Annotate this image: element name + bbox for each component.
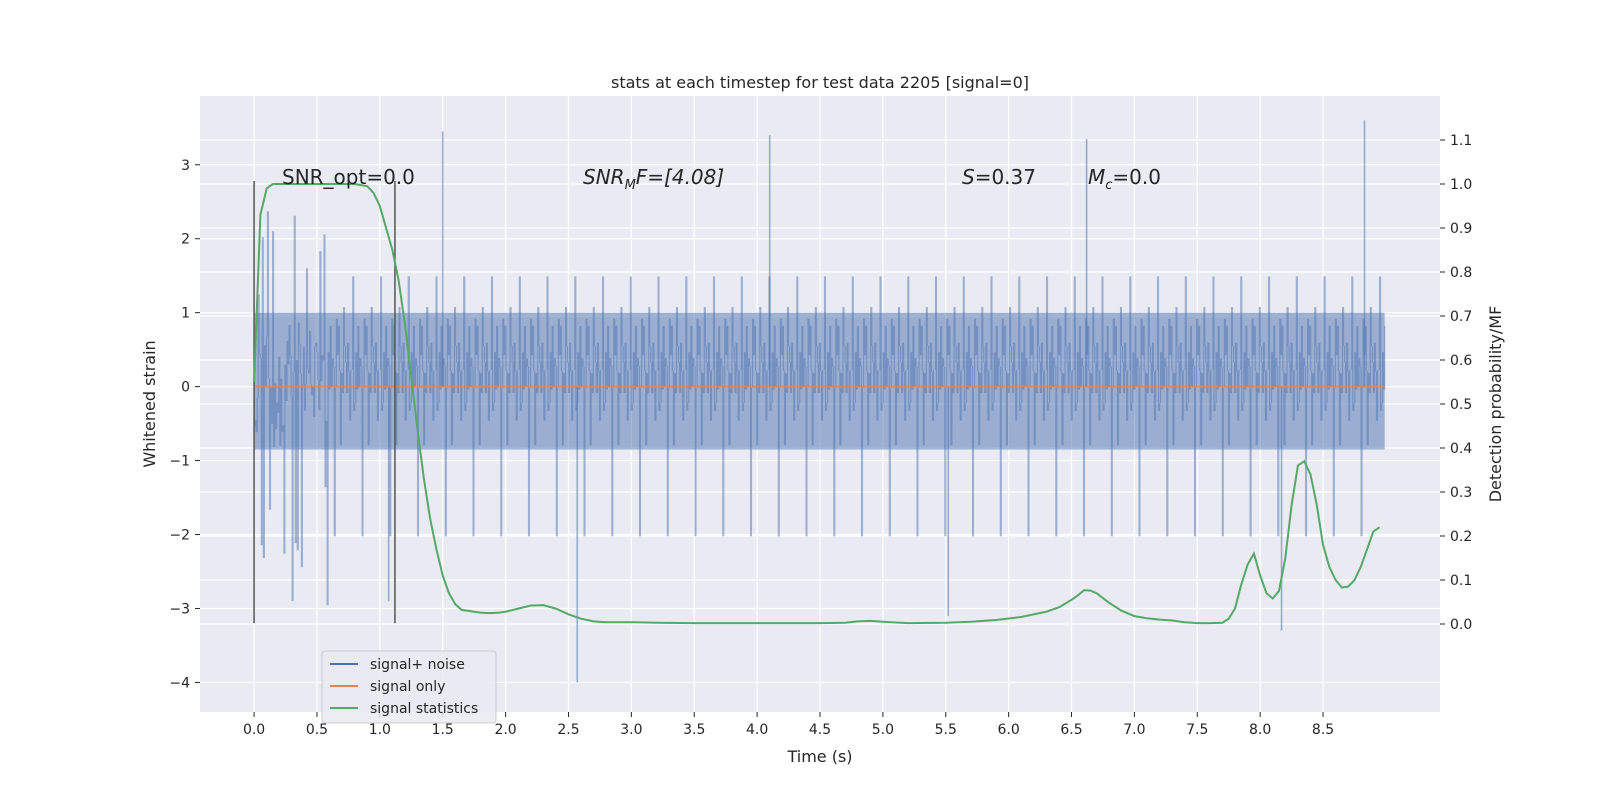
y-axis-label-left: Whitened strain — [140, 340, 159, 467]
y-tick-label-right: 0.5 — [1450, 397, 1472, 413]
y-tick-label-left: 1 — [181, 306, 190, 322]
x-tick-label: 4.0 — [746, 722, 768, 738]
x-tick-label: 1.0 — [369, 722, 391, 738]
annotation-mc-subscript: c — [1105, 178, 1112, 193]
x-tick-label: 2.0 — [494, 722, 516, 738]
x-tick-label: 6.0 — [998, 722, 1020, 738]
legend-label-signal-only: signal only — [370, 679, 445, 695]
x-tick-label: 8.5 — [1312, 722, 1334, 738]
y-tick-label-left: 0 — [181, 380, 190, 396]
x-tick-label: 7.5 — [1186, 722, 1208, 738]
y-tick-label-right: 0.7 — [1450, 309, 1472, 325]
annotation-snr-opt: SNR_opt=0.0 — [282, 165, 415, 189]
annotation-mc-symbol: M — [1088, 165, 1105, 189]
x-tick-label: 3.0 — [620, 722, 642, 738]
x-tick-label: 1.5 — [432, 722, 454, 738]
annotation-mc: Mc=0.0 — [1088, 165, 1161, 193]
y-tick-label-right: 1.0 — [1450, 177, 1472, 193]
annotation-snr-mf-symbol: SNR — [583, 165, 625, 189]
annotation-snr-mf: SNRMF=[4.08] — [583, 165, 724, 193]
y-tick-label-right: 0.6 — [1450, 353, 1472, 369]
legend-label-signal-noise: signal+ noise — [370, 657, 465, 673]
y-tick-label-left: −4 — [169, 675, 190, 691]
x-tick-label: 3.5 — [683, 722, 705, 738]
x-tick-label: 0.0 — [243, 722, 265, 738]
y-tick-label-left: −1 — [169, 454, 190, 470]
vertical-markers — [253, 181, 396, 624]
annotation-snr-mf-value: F=[4.08] — [636, 165, 724, 189]
y-tick-label-right: 1.1 — [1450, 133, 1472, 149]
y-tick-label-right: 0.0 — [1450, 617, 1472, 633]
y-tick-label-right: 0.4 — [1450, 441, 1472, 457]
signal-statistics-line — [253, 183, 1381, 625]
noise-dense-core — [254, 312, 1385, 450]
signal-noise-series — [253, 120, 1386, 683]
x-tick-label: 5.0 — [872, 722, 894, 738]
y-tick-label-right: 0.1 — [1450, 573, 1472, 589]
legend-label-signal-statistics: signal statistics — [370, 701, 478, 717]
y-tick-label-left: 3 — [181, 158, 190, 174]
x-tick-label: 6.5 — [1060, 722, 1082, 738]
axes: 0.0 0.5 1.0 1.5 2.0 2.5 3.0 3.5 4.0 4.5 5.0 5.5 6.0 6… — [169, 133, 1472, 738]
x-tick-label: 4.5 — [809, 722, 831, 738]
y-tick-label-right: 0.8 — [1450, 265, 1472, 281]
x-axis-label: Time (s) — [786, 747, 852, 766]
y-tick-label-right: 0.3 — [1450, 485, 1472, 501]
legend: signal+ noise signal only signal statist… — [321, 650, 497, 724]
chart-title: stats at each timestep for test data 220… — [611, 73, 1029, 92]
legend-frame — [321, 650, 497, 724]
signal-statistics-series — [253, 183, 1381, 625]
x-tick-label: 0.5 — [306, 722, 328, 738]
y-tick-label-right: 0.9 — [1450, 221, 1472, 237]
annotation-mc-value: =0.0 — [1112, 165, 1161, 189]
x-tick-label: 5.5 — [935, 722, 957, 738]
y-tick-label-left: 2 — [181, 232, 190, 248]
y-tick-label-left: −2 — [169, 528, 190, 544]
annotation-s-value: =0.37 — [975, 165, 1036, 189]
x-tick-label: 8.0 — [1249, 722, 1271, 738]
annotation-snr-mf-subscript: M — [625, 178, 636, 193]
annotation-s-symbol: S — [962, 165, 975, 189]
y-tick-label-right: 0.2 — [1450, 529, 1472, 545]
annotation-s: S=0.37 — [962, 165, 1036, 189]
x-tick-label: 2.5 — [557, 722, 579, 738]
y-axis-label-right: Detection probability/MF — [1486, 306, 1505, 503]
x-tick-label: 7.0 — [1123, 722, 1145, 738]
y-tick-label-left: −3 — [169, 601, 190, 617]
